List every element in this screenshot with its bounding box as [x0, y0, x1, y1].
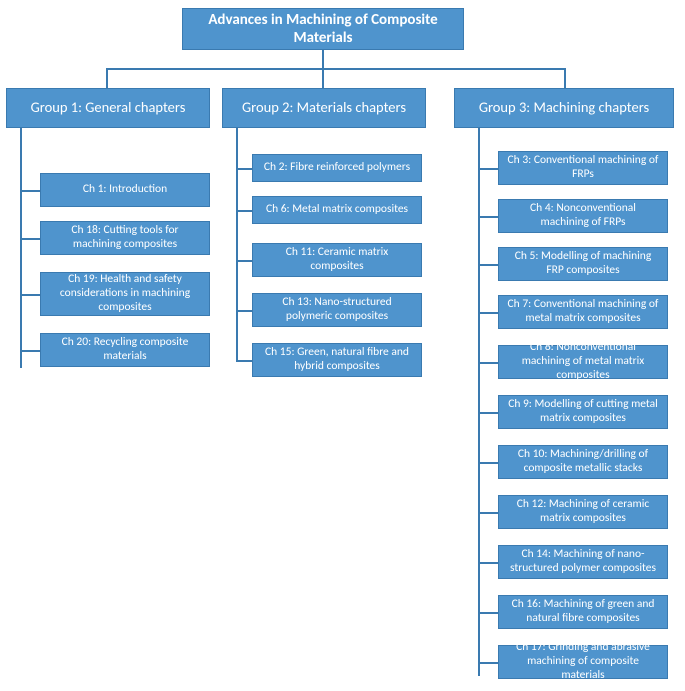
leaf-node: Ch 14: Machining of nano-structured poly… — [498, 545, 668, 579]
leaf-node: Ch 18: Cutting tools for machining compo… — [40, 221, 210, 255]
connector — [478, 312, 498, 314]
leaf-node: Ch 9: Modelling of cutting metal matrix … — [498, 395, 668, 429]
connector — [478, 562, 498, 564]
connector — [20, 350, 40, 352]
connector — [478, 662, 498, 664]
connector — [236, 168, 252, 170]
connector — [478, 412, 498, 414]
connector — [478, 168, 498, 170]
connector — [478, 362, 498, 364]
leaf-node: Ch 8: Nonconventional machining of metal… — [498, 345, 668, 379]
leaf-node: Ch 7: Conventional machining of metal ma… — [498, 295, 668, 329]
connector — [564, 68, 566, 88]
connector — [20, 294, 40, 296]
leaf-node: Ch 17: Grinding and abrasive machining o… — [498, 645, 668, 679]
connector — [478, 462, 498, 464]
connector — [478, 612, 498, 614]
connector — [20, 238, 40, 240]
connector — [478, 128, 480, 676]
leaf-node: Ch 4: Nonconventional machining of FRPs — [498, 199, 668, 233]
leaf-node: Ch 19: Health and safety considerations … — [40, 272, 210, 316]
connector — [478, 512, 498, 514]
group-node-3: Group 3: Machining chapters — [454, 88, 674, 128]
leaf-node: Ch 15: Green, natural fibre and hybrid c… — [252, 343, 422, 377]
group-node-2: Group 2: Materials chapters — [222, 88, 426, 128]
connector — [322, 68, 324, 88]
leaf-node: Ch 10: Machining/drilling of composite m… — [498, 445, 668, 479]
leaf-node: Ch 13: Nano-structured polymeric composi… — [252, 293, 422, 327]
connector — [20, 128, 22, 368]
leaf-node: Ch 12: Machining of ceramic matrix compo… — [498, 495, 668, 529]
connector — [236, 360, 252, 362]
leaf-node: Ch 5: Modelling of machining FRP composi… — [498, 247, 668, 281]
leaf-node: Ch 2: Fibre reinforced polymers — [252, 154, 422, 182]
connector — [236, 260, 252, 262]
connector — [236, 128, 238, 360]
connector — [20, 190, 40, 192]
connector — [106, 68, 108, 88]
leaf-node: Ch 20: Recycling composite materials — [40, 333, 210, 367]
leaf-node: Ch 6: Metal matrix composites — [252, 196, 422, 224]
leaf-node: Ch 16: Machining of green and natural fi… — [498, 595, 668, 629]
leaf-node: Ch 1: Introduction — [40, 173, 210, 207]
group-node-1: Group 1: General chapters — [6, 88, 210, 128]
tree-root: Advances in Machining of Composite Mater… — [182, 8, 464, 50]
connector — [478, 264, 498, 266]
connector — [236, 210, 252, 212]
connector — [106, 68, 566, 70]
connector — [236, 310, 252, 312]
connector — [322, 50, 324, 68]
leaf-node: Ch 3: Conventional machining of FRPs — [498, 151, 668, 185]
connector — [478, 216, 498, 218]
leaf-node: Ch 11: Ceramic matrix composites — [252, 243, 422, 277]
